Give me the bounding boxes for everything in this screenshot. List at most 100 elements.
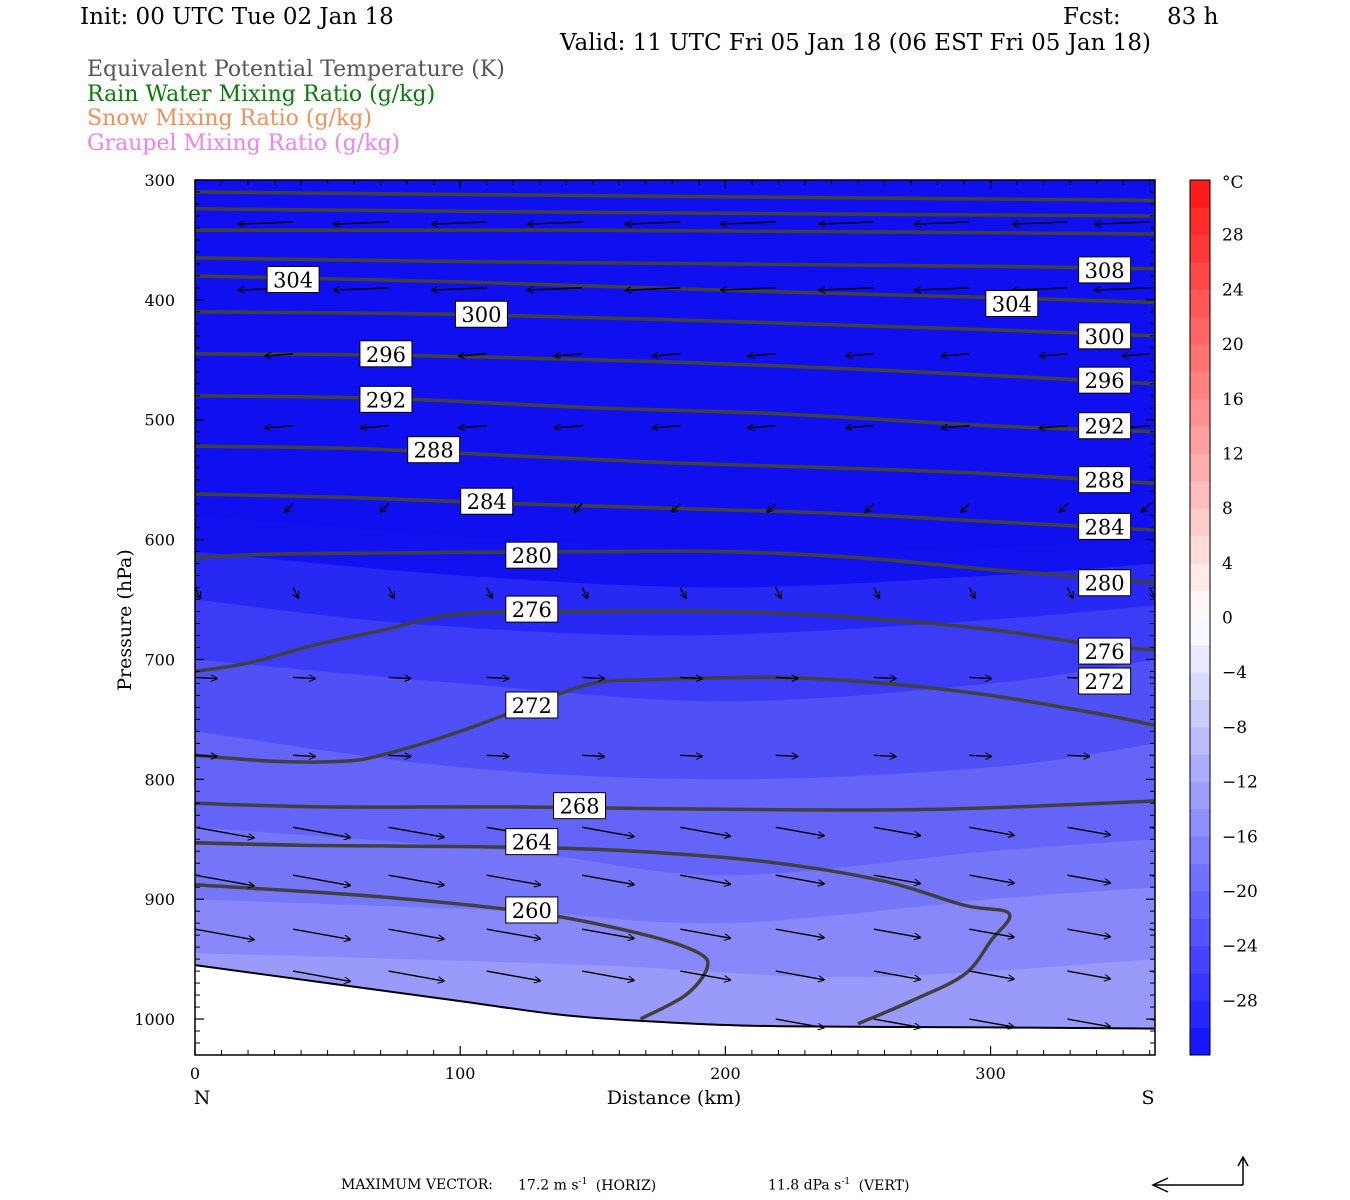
wind-vector bbox=[554, 354, 583, 356]
contour-label-box bbox=[1078, 366, 1132, 394]
colorbar-segment bbox=[1190, 836, 1210, 865]
contour-label-box bbox=[1078, 637, 1132, 665]
wind-vector bbox=[1059, 503, 1068, 512]
wind-vector bbox=[672, 503, 681, 512]
wind-vector bbox=[432, 222, 487, 224]
vert-exp: -1 bbox=[841, 1177, 851, 1187]
wind-vector bbox=[914, 288, 970, 290]
wind-vector bbox=[1067, 826, 1110, 835]
horiz-tag: (HORIZ) bbox=[595, 1177, 657, 1194]
contour-label: 308 bbox=[1085, 259, 1125, 283]
colorbar-tick-label: −16 bbox=[1222, 827, 1258, 847]
wind-vector bbox=[486, 587, 492, 599]
y-tick-label: 900 bbox=[144, 890, 175, 909]
colorbar-tick-label: 28 bbox=[1222, 226, 1244, 246]
wind-vector bbox=[680, 970, 730, 980]
colorbar-segment bbox=[1190, 453, 1210, 482]
temperature-shading bbox=[195, 180, 1155, 1055]
wind-vector bbox=[873, 755, 896, 756]
horiz-exp: -1 bbox=[578, 1177, 588, 1187]
theta-e-contour-312 bbox=[195, 228, 1155, 236]
wind-vector bbox=[582, 874, 634, 884]
y-tick-label: 300 bbox=[144, 171, 175, 190]
contour-label: 304 bbox=[992, 292, 1032, 316]
x-axis-label: Distance (km) bbox=[607, 1087, 742, 1109]
terrain-fill bbox=[195, 965, 1155, 1055]
wind-vector bbox=[679, 587, 685, 599]
contour-label-box bbox=[454, 300, 508, 328]
contour-labels: 260 264 268 272 272 276 276 280 280 284 284 288 288 2… bbox=[266, 256, 1132, 924]
forecast-hour: 83 h bbox=[1167, 4, 1219, 30]
theta-e-contour-288 bbox=[195, 444, 1155, 486]
reference-vector-icon bbox=[1151, 1155, 1249, 1193]
theta-e-contour-260 bbox=[195, 841, 1012, 1026]
y-axis-label: Pressure (hPa) bbox=[114, 549, 136, 691]
wind-vector bbox=[1141, 503, 1151, 512]
colorbar: °C 28 24 20 16 12 8 4 0 −4 −8 −12 −16 −20 −24 −28 bbox=[1189, 173, 1258, 1056]
wind-vector bbox=[581, 587, 587, 599]
wind-vector bbox=[680, 874, 730, 884]
wind-vector bbox=[1149, 928, 1155, 931]
wind-vector bbox=[1149, 587, 1155, 599]
wind-vector bbox=[265, 426, 294, 428]
theta-e-contour-276 bbox=[195, 609, 1155, 674]
colorbar-frame bbox=[1189, 179, 1211, 1056]
horiz-value: 17.2 m s bbox=[518, 1177, 579, 1194]
wind-vector bbox=[195, 587, 200, 599]
wind-vector bbox=[1067, 755, 1089, 756]
wind-vector bbox=[195, 353, 196, 355]
colorbar-segment bbox=[1190, 562, 1210, 591]
wind-vector bbox=[819, 288, 874, 290]
contour-label: 288 bbox=[414, 439, 454, 463]
wind-vector bbox=[292, 970, 350, 981]
x-tick-label: 0 bbox=[190, 1064, 200, 1083]
wind-vector bbox=[1040, 426, 1068, 428]
wind-vector bbox=[1067, 1018, 1110, 1027]
colorbar-segment bbox=[1190, 1000, 1210, 1029]
colorbar-tick-label: −20 bbox=[1222, 882, 1258, 902]
colorbar-segment bbox=[1190, 972, 1210, 1001]
colorbar-segment bbox=[1190, 726, 1210, 755]
init-time: Init: 00 UTC Tue 02 Jan 18 bbox=[80, 4, 394, 30]
colorbar-tick-label: −4 bbox=[1222, 663, 1247, 683]
plot-frame bbox=[194, 179, 1156, 1056]
wind-vector bbox=[388, 677, 411, 678]
colorbar-tick-label: −28 bbox=[1222, 991, 1258, 1011]
y-tick-label: 500 bbox=[144, 411, 175, 430]
wind-vector bbox=[873, 677, 896, 678]
colorbar-tick-label: 12 bbox=[1222, 444, 1244, 464]
wind-vector bbox=[914, 222, 970, 224]
colorbar-segment bbox=[1190, 180, 1210, 208]
contour-label-box bbox=[1078, 322, 1132, 350]
forecast-label: Fcst: bbox=[1063, 4, 1121, 30]
colorbar-segment bbox=[1190, 371, 1210, 400]
wind-vector bbox=[527, 288, 583, 290]
wind-vector bbox=[873, 826, 920, 835]
wind-vector bbox=[775, 826, 824, 836]
contour-label: 288 bbox=[1085, 469, 1125, 493]
wind-vector bbox=[486, 677, 509, 678]
y-tick-label: 1000 bbox=[134, 1010, 175, 1029]
theta-e-contour-292 bbox=[195, 394, 1155, 434]
theta-e-contour-268 bbox=[195, 799, 1155, 812]
wind-vector bbox=[969, 677, 991, 678]
y-tick-label: 800 bbox=[144, 770, 175, 789]
wind-vector bbox=[388, 755, 411, 756]
contour-label-box bbox=[505, 595, 559, 623]
contour-label: 284 bbox=[1085, 515, 1125, 539]
colorbar-tick-label: 0 bbox=[1222, 609, 1233, 629]
contour-label: 276 bbox=[512, 598, 552, 622]
wind-vector bbox=[1067, 874, 1110, 883]
wind-vectors bbox=[195, 222, 1155, 1028]
wind-vector bbox=[873, 874, 920, 883]
wind-vector bbox=[1013, 288, 1068, 290]
wind-vector bbox=[195, 503, 196, 505]
contour-label-box bbox=[505, 541, 559, 569]
contour-label-box bbox=[553, 792, 607, 820]
contour-label: 296 bbox=[1085, 369, 1125, 393]
vert-value: 11.8 dPa s bbox=[768, 1177, 842, 1194]
wind-vector bbox=[388, 928, 444, 939]
colorbar-segment bbox=[1190, 754, 1210, 783]
colorbar-unit: °C bbox=[1222, 173, 1244, 193]
contour-label: 300 bbox=[1085, 325, 1125, 349]
